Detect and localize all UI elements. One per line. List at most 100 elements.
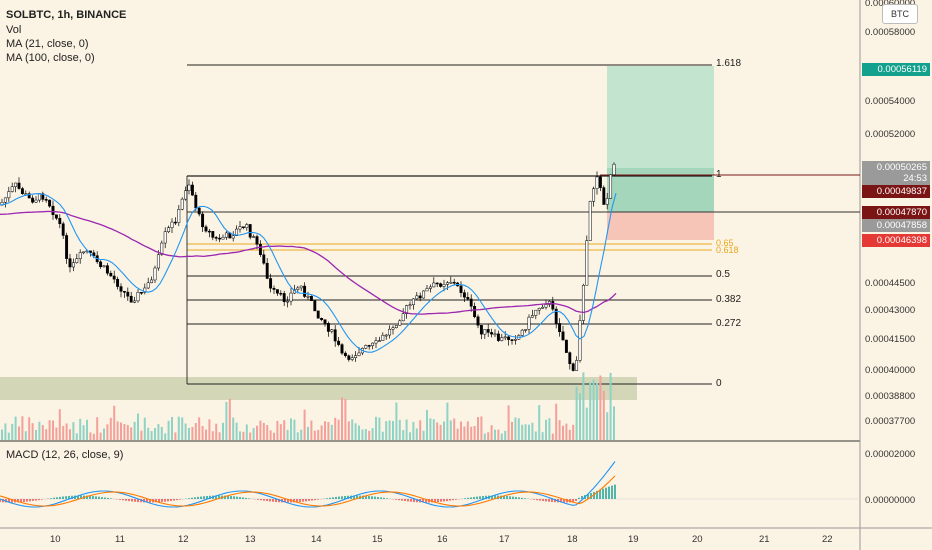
ma100-legend[interactable]: MA (100, close, 0) — [6, 52, 95, 64]
price-tick-label: 0.00043000 — [865, 305, 915, 316]
candle-body — [218, 237, 222, 240]
volume-bar — [79, 418, 82, 440]
macd-hist-bar — [491, 495, 493, 499]
macd-hist-bar — [62, 496, 64, 499]
candle-body — [544, 304, 548, 308]
time-tick-label: 20 — [692, 534, 703, 545]
volume-bar — [41, 425, 44, 440]
macd-hist-bar — [425, 499, 427, 503]
volume-bar — [235, 422, 238, 440]
currency-button[interactable]: BTC — [882, 4, 918, 24]
price-tick-label: 0.00038800 — [865, 391, 915, 402]
macd-hist-bar — [215, 495, 217, 499]
macd-hist-bar — [305, 499, 307, 502]
time-tick-label: 12 — [178, 534, 189, 545]
candle-body — [265, 262, 269, 279]
volume-bar — [194, 423, 197, 440]
macd-hist-bar — [50, 498, 52, 499]
macd-hist-bar — [242, 497, 244, 499]
candle-body — [187, 184, 191, 191]
signal-line[interactable] — [0, 475, 616, 507]
volume-bar — [460, 421, 462, 440]
macd-hist-bar — [587, 494, 589, 499]
candlesticks[interactable] — [0, 162, 616, 372]
candle-body — [245, 224, 249, 228]
candle-body — [173, 221, 177, 224]
volume-bar — [72, 422, 75, 440]
macd-hist-bar — [551, 499, 553, 502]
volume-bar — [392, 420, 394, 440]
volume-bar — [191, 426, 194, 440]
volume-bar — [21, 416, 24, 440]
volume-bar — [398, 419, 401, 440]
volume-bar — [160, 426, 163, 440]
candle-body — [150, 279, 154, 284]
volume-bar — [89, 432, 92, 440]
macd-line[interactable] — [0, 461, 616, 508]
macd-hist-bar — [239, 497, 241, 499]
candle-body — [17, 182, 21, 189]
volume-bar — [113, 405, 116, 440]
ma21-legend[interactable]: MA (21, close, 0) — [6, 38, 89, 50]
stop-zone[interactable] — [607, 212, 714, 240]
macd-hist-bar — [470, 497, 472, 499]
volume-bar — [24, 431, 27, 440]
candle-body — [490, 332, 494, 335]
candle-body — [116, 278, 120, 287]
candle-body — [445, 282, 449, 285]
price-axis[interactable]: 0.000600000.000580000.000540000.00052000… — [865, 0, 915, 506]
macd-hist-bar — [560, 499, 562, 503]
time-axis[interactable]: 10 11 12 13 14 15 16 17 18 19 20 21 22 — [50, 534, 833, 545]
ma21-line[interactable] — [0, 193, 617, 353]
symbol-title[interactable]: SOLBTC, 1h, BINANCE — [6, 9, 127, 21]
volume-bar — [548, 418, 551, 440]
volume-bar — [347, 421, 350, 440]
candle-body — [197, 207, 201, 215]
time-tick-label: 13 — [245, 534, 256, 545]
ma100-line[interactable] — [0, 210, 617, 315]
candle-body — [112, 275, 116, 280]
volume-bar — [133, 421, 136, 440]
candle-body — [571, 363, 575, 371]
candle-body — [575, 360, 579, 371]
macd-hist-bar — [191, 497, 193, 499]
time-tick-label: 18 — [567, 534, 578, 545]
candle-body — [394, 325, 398, 329]
macd-hist-bar — [137, 499, 139, 503]
macd-hist-bar — [149, 499, 151, 503]
volume-bar — [324, 421, 326, 440]
volume-bar — [38, 421, 41, 440]
time-tick-label: 11 — [115, 534, 125, 545]
time-tick-label: 14 — [311, 534, 322, 545]
volume-bar — [426, 409, 428, 440]
volume-bar — [375, 416, 377, 440]
volume-bar — [140, 430, 143, 440]
fib-label-05: 0.5 — [716, 269, 730, 280]
volume-bar — [500, 433, 503, 440]
candle-body — [459, 285, 463, 293]
candle-body — [299, 285, 303, 289]
candle-body — [241, 226, 245, 228]
volume-bar — [477, 417, 479, 440]
macd-hist-bar — [77, 495, 79, 499]
macd-hist-bar — [494, 495, 496, 499]
volume-bar — [466, 421, 469, 440]
macd-hist-bar — [452, 499, 454, 501]
support-zone[interactable] — [0, 377, 637, 400]
candle-body — [184, 190, 188, 200]
volume-bar — [582, 372, 585, 440]
candle-body — [503, 336, 507, 339]
candle-body — [51, 205, 55, 215]
macd-hist-bar — [326, 498, 328, 499]
volume-legend[interactable]: Vol — [6, 24, 22, 36]
price-tick-label: 0.00041500 — [865, 334, 915, 345]
macd-hist-bar — [209, 495, 211, 499]
macd-hist-bar — [416, 499, 418, 503]
volume-bar — [7, 432, 10, 440]
macd-legend[interactable]: MACD (12, 26, close, 9) — [6, 449, 124, 461]
macd-hist-bar — [71, 495, 73, 499]
volume-bar — [150, 431, 153, 440]
candle-body — [71, 262, 75, 268]
macd-hist-bar — [386, 498, 388, 499]
